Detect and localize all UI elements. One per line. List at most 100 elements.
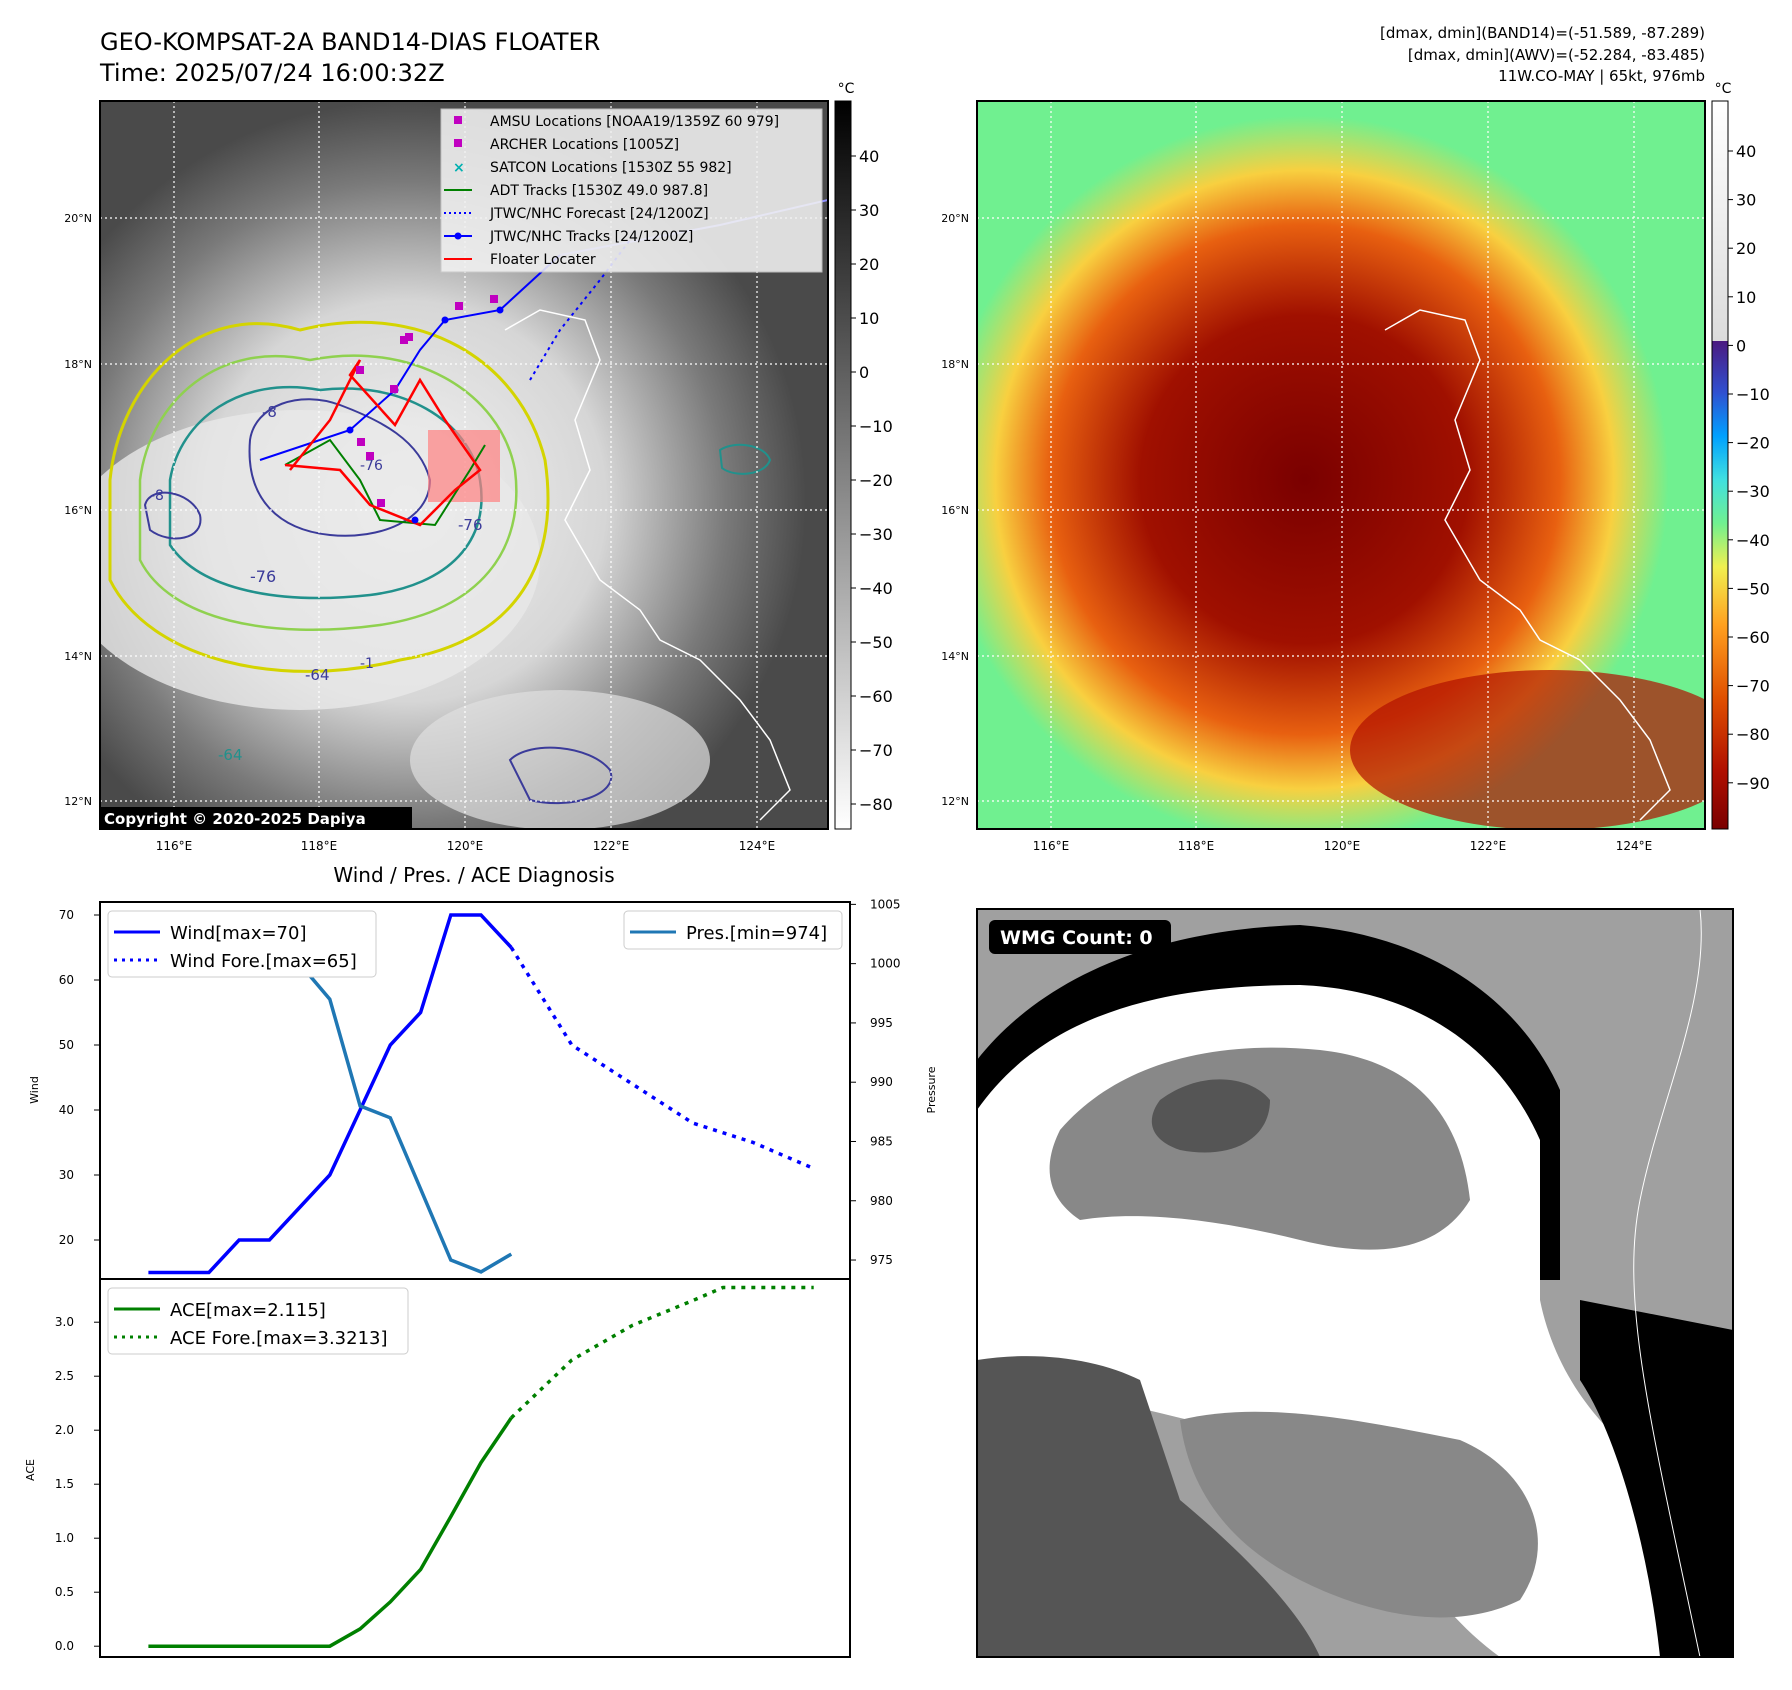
ace-series-line [148,1416,513,1648]
ir-lon-tick-122: 122°E [593,839,630,853]
ace-legend-box [107,1287,409,1355]
contour-ring-outer [108,320,550,673]
contour-ring-south [508,746,613,805]
wind-forecast-series-line [509,946,815,1171]
contour-ring-mid [138,354,518,631]
copyright-text: Copyright © 2020-2025 Dapiya [104,810,366,828]
pressure-tick-label: 975 [870,1253,893,1267]
awv-lat-tick-18: 18°N [941,358,969,371]
ir-cloud-south [410,690,710,829]
legend-track-dot [454,232,462,240]
awv-lat-tick-16: 16°N [941,504,969,517]
ir-lat-tick-12: 12°N [64,795,92,808]
awv-gridlines [977,101,1705,829]
wmg-gray-core [1049,1047,1470,1250]
contour-label-3: -64 [305,666,330,684]
wind-series-line [148,913,513,1275]
pressure-legend-label: Pres.[min=974] [686,923,827,944]
wind-axis-label: Wind [28,1076,41,1104]
ir-colorbar-tick-label: 40 [859,147,879,166]
floater-box [428,430,500,502]
wmg-dark-southwest [977,1356,1320,1657]
legend-satcon-label: SATCON Locations [1530Z 55 982] [490,160,732,176]
diagnosis-title: Wind / Pres. / ACE Diagnosis [333,863,614,887]
ace-fore-legend-label: ACE Fore.[max=3.3213] [170,1328,388,1349]
info-band14: [dmax, dmin](BAND14)=(-51.589, -87.289) [1380,24,1705,42]
ace-legend-label: ACE[max=2.115] [170,1300,326,1321]
awv-lon-tick-116: 116°E [1033,839,1070,853]
awv-lat-tick-12: 12°N [941,795,969,808]
ir-colorbar-tick-label: −40 [859,579,893,598]
legend-floater-label: Floater Locater [490,252,596,268]
ir-colorbar-tick-label: 0 [859,363,869,382]
map-legend-box [440,108,823,273]
awv-map-frame [976,100,1706,830]
coastline-luzon [504,309,791,821]
awv-lat-tick-20: 20°N [941,212,969,225]
ir-colorbar-tick-label: 30 [859,201,879,220]
pressure-tick-label: 985 [870,1134,893,1148]
awv-colorbar-tick-label: −80 [1736,725,1770,744]
wmg-panel [977,909,1733,1657]
ir-colorbar-tick-label: −70 [859,741,893,760]
pressure-tick-label: 990 [870,1075,893,1089]
wmg-coastline [1633,909,1702,1657]
ir-lon-tick-118: 118°E [301,839,338,853]
wind-tick-label: 30 [59,1168,74,1182]
ace-tick-label: 1.0 [55,1531,74,1545]
pressure-legend-box [623,910,843,950]
ir-lat-tick-18: 18°N [64,358,92,371]
wind-tick-label: 40 [59,1103,74,1117]
legend-forecast-label: JTWC/NHC Forecast [24/1200Z] [489,206,709,222]
ir-lon-ticks: 116°E 118°E 120°E 122°E 124°E [156,839,776,853]
ir-lat-tick-16: 16°N [64,504,92,517]
awv-colorbar-tick-label: 0 [1736,336,1746,355]
figure-title: GEO-KOMPSAT-2A BAND14-DIAS FLOATER [100,28,600,56]
awv-lon-ticks: 116°E 118°E 120°E 122°E 124°E [1033,839,1653,853]
wmg-dark-core [1151,1079,1270,1153]
wind-fore-legend-label: Wind Fore.[max=65] [170,951,357,972]
wind-tick-label: 50 [59,1038,74,1052]
contour-label-6: -76 [360,458,383,474]
pressure-tick-label: 995 [870,1016,893,1030]
info-awv: [dmax, dmin](AWV)=(-52.284, -83.485) [1408,46,1705,64]
ir-lon-tick-124: 124°E [739,839,776,853]
contour-ring-east [718,443,772,475]
map-legend: AMSU Locations [NOAA19/1359Z 60 979] ARC… [440,108,823,273]
legend-satcon-marker: × [453,160,465,176]
awv-colorbar-tick-label: 40 [1736,142,1756,161]
ace-series-layer: 0.0 0.5 1.0 1.5 2.0 2.5 3.0 [55,1285,814,1653]
awv-colorbar-tick-label: −40 [1736,531,1770,550]
ir-colorbar [834,100,852,830]
ir-colorbar-tick-label: −60 [859,687,893,706]
ir-lat-ticks: 12°N 14°N 16°N 18°N 20°N [64,212,92,808]
info-storm: 11W.CO-MAY | 65kt, 976mb [1498,67,1705,85]
ace-tick-label: 2.0 [55,1423,74,1437]
wind-tick-label: 60 [59,973,74,987]
ace-tick-label: 0.5 [55,1585,74,1599]
awv-colorbar-tick-label: −60 [1736,628,1770,647]
ace-tick-label: 1.5 [55,1477,74,1491]
ace-tick-label: 3.0 [55,1315,74,1329]
wmg-gray-south [1180,1411,1538,1618]
copyright-box [100,807,412,829]
contour-label-8: -1 [360,656,374,672]
contour-label-1: -8 [262,403,277,421]
ace-tick-label: 2.5 [55,1369,74,1383]
legend-archer-label: ARCHER Locations [1005Z] [490,137,679,153]
ir-colorbar-tick-label: −50 [859,633,893,652]
wind-legend-label: Wind[max=70] [170,923,307,944]
wmg-black-east [1580,1300,1733,1657]
ace-tick-label: 0.0 [55,1639,74,1653]
pressure-tick-label: 980 [870,1194,893,1208]
legend-amsu-label: AMSU Locations [NOAA19/1359Z 60 979] [490,114,779,130]
legend-archer-marker [454,139,462,147]
awv-lat-ticks: 12°N 14°N 16°N 18°N 20°N [941,212,969,808]
wmg-frame [976,908,1734,1658]
awv-cloud-south [1350,670,1705,829]
awv-colorbar-tick-label: −30 [1736,482,1770,501]
awv-map-panel [977,101,1705,829]
ir-colorbar-unit: °C [838,81,855,97]
ir-colorbar-tick-label: 10 [859,309,879,328]
